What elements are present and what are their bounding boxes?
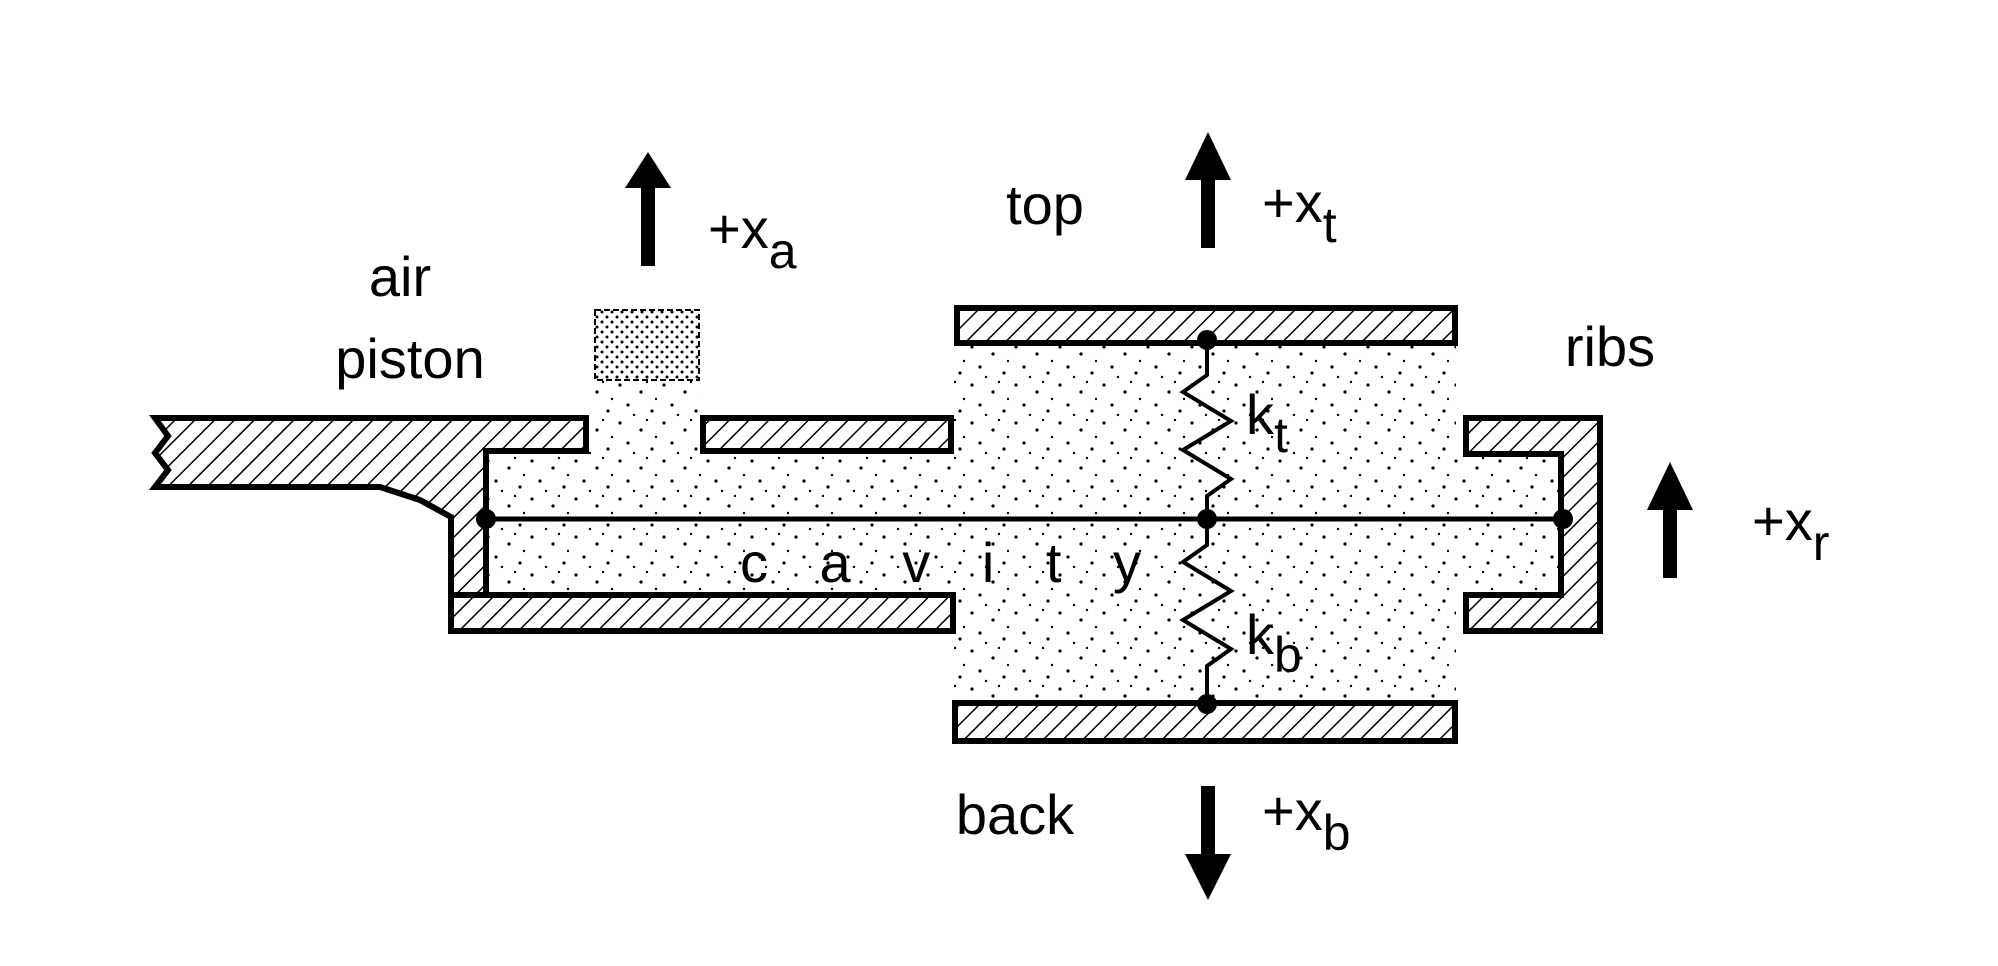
label-xa-main: +x (708, 197, 769, 260)
label-ribs: ribs (1565, 315, 1655, 378)
label-kt-sub: t (1274, 407, 1288, 463)
joint-back (1197, 694, 1217, 714)
spring-kt (1179, 340, 1235, 519)
joint-center (1197, 509, 1217, 529)
arrow-down-icon-xb (1185, 786, 1231, 900)
label-piston: piston (335, 327, 484, 390)
label-xa: +xa (708, 197, 797, 279)
cavity-air-fill (484, 345, 1559, 700)
air-piston-mass (594, 309, 700, 381)
label-xr: +xr (1752, 489, 1829, 571)
label-kt-main: k (1246, 383, 1275, 446)
left-wall-upper (148, 415, 589, 598)
label-xb-main: +x (1262, 779, 1323, 842)
label-air: air (369, 245, 431, 308)
label-xr-main: +x (1752, 489, 1813, 552)
joint-top (1197, 330, 1217, 350)
label-xb-sub: b (1323, 805, 1351, 861)
label-top: top (1006, 173, 1084, 236)
label-xt: +xt (1262, 171, 1337, 253)
arrow-up-icon-xt (1185, 132, 1231, 248)
label-kb-main: k (1246, 603, 1275, 666)
label-xt-sub: t (1323, 197, 1337, 253)
label-xa-sub: a (769, 223, 797, 279)
arrow-up-icon-xa (625, 152, 671, 266)
neck-right-wall (700, 415, 954, 454)
label-kt: kt (1246, 383, 1288, 463)
spring-kb (1179, 519, 1235, 704)
joint-right (1553, 509, 1573, 529)
label-xr-sub: r (1813, 515, 1830, 571)
left-wall-lower (448, 592, 956, 634)
ribs-wall (1463, 415, 1603, 634)
arrow-up-icon-xr (1647, 462, 1693, 578)
label-kb-sub: b (1274, 627, 1302, 683)
joint-left (476, 509, 496, 529)
label-back: back (956, 783, 1075, 846)
label-cavity: c a v i t y (740, 531, 1159, 594)
label-xb: +xb (1262, 779, 1351, 861)
label-kb: kb (1246, 603, 1302, 683)
label-xt-main: +x (1262, 171, 1323, 234)
